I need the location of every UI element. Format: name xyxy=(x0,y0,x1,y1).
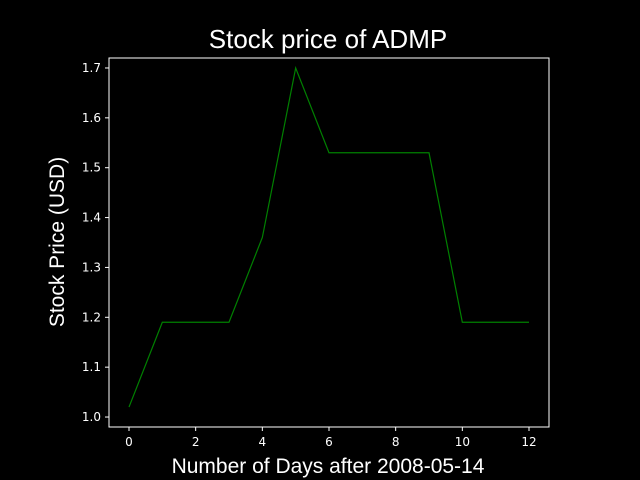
y-tick-label: 1.6 xyxy=(82,111,101,125)
x-tick-label: 0 xyxy=(125,435,133,449)
y-tick-label: 1.1 xyxy=(82,360,101,374)
x-tick-label: 4 xyxy=(259,435,267,449)
x-tick-label: 10 xyxy=(455,435,470,449)
x-tick-label: 6 xyxy=(325,435,333,449)
x-axis-ticks: 0 2 4 6 8 10 12 xyxy=(125,427,537,449)
y-tick-label: 1.4 xyxy=(82,211,101,225)
y-axis-ticks: 1.0 1.1 1.2 1.3 1.4 1.5 1.6 1.7 xyxy=(82,61,109,424)
y-tick-label: 1.7 xyxy=(82,61,101,75)
y-axis-label: Stock Price (USD) xyxy=(46,157,69,327)
x-tick-label: 2 xyxy=(192,435,200,449)
y-tick-label: 1.0 xyxy=(82,410,101,424)
y-tick-label: 1.2 xyxy=(82,310,101,324)
y-tick-label: 1.5 xyxy=(82,161,101,175)
chart-title: Stock price of ADMP xyxy=(209,24,447,54)
plot-area-frame xyxy=(108,57,550,428)
x-tick-label: 8 xyxy=(392,435,400,449)
series-layer xyxy=(128,65,530,408)
series-line xyxy=(128,65,529,408)
y-tick-label: 1.3 xyxy=(82,260,101,274)
x-tick-label: 12 xyxy=(521,435,536,449)
x-axis-label: Number of Days after 2008-05-14 xyxy=(172,455,485,478)
